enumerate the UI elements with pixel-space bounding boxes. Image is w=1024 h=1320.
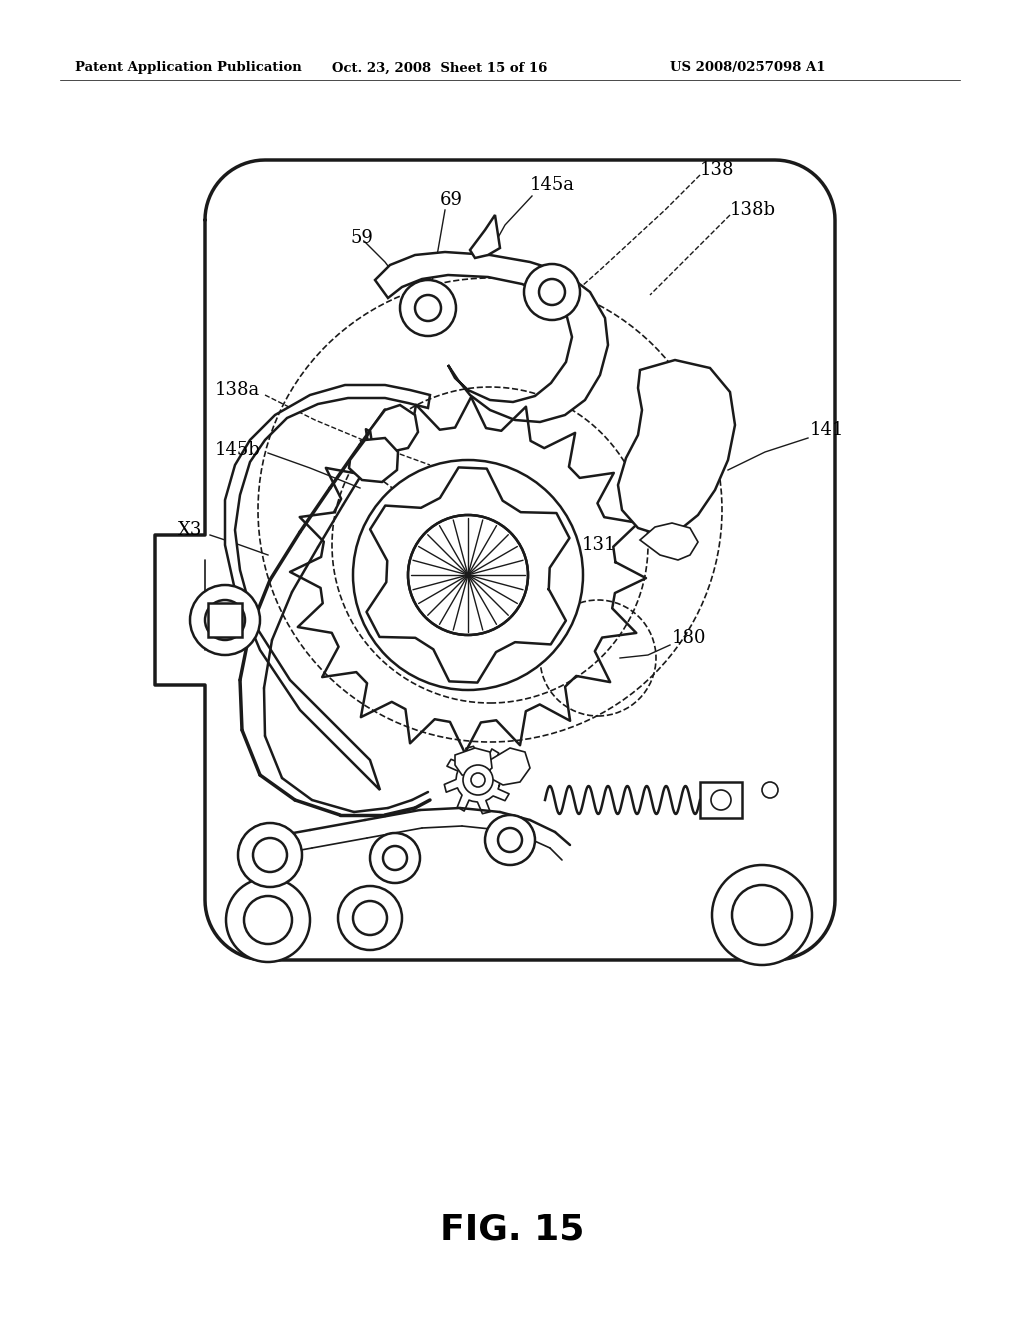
Text: 59: 59 (350, 228, 373, 247)
Circle shape (539, 279, 565, 305)
Text: US 2008/0257098 A1: US 2008/0257098 A1 (670, 62, 825, 74)
Circle shape (471, 774, 485, 787)
Circle shape (353, 459, 583, 690)
Text: 145b: 145b (215, 441, 261, 459)
Circle shape (383, 846, 407, 870)
Circle shape (400, 280, 456, 337)
Text: 138: 138 (700, 161, 734, 180)
Text: 141: 141 (810, 421, 845, 440)
Text: 131: 131 (582, 536, 616, 554)
Polygon shape (375, 252, 608, 422)
Circle shape (498, 828, 522, 851)
Polygon shape (349, 438, 398, 482)
Polygon shape (490, 748, 530, 785)
Circle shape (190, 585, 260, 655)
Polygon shape (225, 385, 430, 789)
Circle shape (408, 515, 528, 635)
Text: 145a: 145a (530, 176, 575, 194)
Circle shape (205, 601, 245, 640)
Polygon shape (455, 748, 492, 777)
Circle shape (253, 838, 287, 873)
Text: 180: 180 (672, 630, 707, 647)
Text: FIG. 15: FIG. 15 (440, 1213, 584, 1247)
Circle shape (244, 896, 292, 944)
Polygon shape (700, 781, 742, 818)
Polygon shape (208, 603, 242, 638)
Polygon shape (618, 360, 735, 535)
Circle shape (712, 865, 812, 965)
Text: Patent Application Publication: Patent Application Publication (75, 62, 302, 74)
Circle shape (463, 766, 493, 795)
Circle shape (353, 902, 387, 935)
Circle shape (762, 781, 778, 799)
Circle shape (732, 884, 792, 945)
Circle shape (238, 822, 302, 887)
Circle shape (524, 264, 580, 319)
Polygon shape (640, 523, 698, 560)
Polygon shape (470, 215, 500, 257)
Polygon shape (155, 160, 835, 960)
Circle shape (485, 814, 535, 865)
Circle shape (415, 294, 441, 321)
Circle shape (338, 886, 402, 950)
Circle shape (711, 789, 731, 810)
Text: Oct. 23, 2008  Sheet 15 of 16: Oct. 23, 2008 Sheet 15 of 16 (333, 62, 548, 74)
Circle shape (370, 833, 420, 883)
Text: 138a: 138a (215, 381, 260, 399)
Circle shape (226, 878, 310, 962)
Text: X3: X3 (178, 521, 203, 539)
Text: 69: 69 (440, 191, 463, 209)
Text: 138b: 138b (730, 201, 776, 219)
Polygon shape (370, 405, 418, 451)
